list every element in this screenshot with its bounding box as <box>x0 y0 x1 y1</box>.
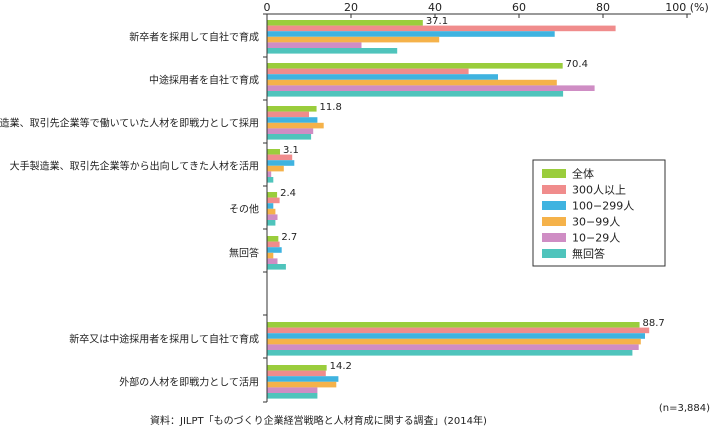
bar <box>267 264 286 270</box>
bar <box>267 327 650 334</box>
bar <box>267 160 295 166</box>
bar <box>267 381 337 388</box>
category-label: 新卒者を採用して自社で育成 <box>129 30 259 43</box>
x-tick-label: 40 <box>428 1 442 14</box>
bar <box>267 208 276 215</box>
bar <box>267 258 278 264</box>
bar <box>267 370 326 377</box>
bars-layer <box>267 20 650 399</box>
legend-swatch <box>542 249 566 258</box>
bar <box>267 241 280 248</box>
bar <box>267 134 312 140</box>
bar <box>267 106 317 112</box>
bar <box>267 48 398 54</box>
bar <box>267 74 498 80</box>
legend-swatch <box>542 217 566 226</box>
legend-label: 無回答 <box>572 247 605 261</box>
bar <box>267 42 362 48</box>
category-label: 無回答 <box>229 246 259 259</box>
legend-swatch <box>542 201 566 210</box>
bar <box>267 128 314 134</box>
bar <box>267 20 423 26</box>
bar <box>267 122 324 129</box>
bar <box>267 117 318 123</box>
x-tick-label: 100 (%) <box>665 1 709 14</box>
category-label: 外部の人材を即戦力として活用 <box>119 375 259 388</box>
bar <box>267 85 595 91</box>
category-label: その他 <box>229 202 259 215</box>
bar <box>267 192 278 198</box>
bar <box>267 387 318 393</box>
bar <box>267 154 293 161</box>
category-label: 大手製造業、取引先企業等で働いていた人材を即戦力として採用 <box>0 116 259 129</box>
bar <box>267 171 272 177</box>
legend-swatch <box>542 169 566 178</box>
axis-layer: 0 20 40 60 80 100 (%) <box>263 1 709 403</box>
data-label: 88.7 <box>643 318 665 329</box>
data-label: 2.4 <box>280 188 296 199</box>
legend-label: 全体 <box>572 167 594 181</box>
legend-label: 10−29人 <box>572 232 620 245</box>
bar <box>267 247 282 253</box>
bar <box>267 63 563 69</box>
x-tick-label: 80 <box>596 1 610 14</box>
data-label: 11.8 <box>320 102 342 113</box>
bar <box>267 252 274 259</box>
data-label: 3.1 <box>283 145 299 156</box>
category-label: 大手製造業、取引先企業等から出向してきた人材を活用 <box>10 159 259 172</box>
bar <box>267 111 309 118</box>
data-label: 14.2 <box>330 361 352 372</box>
bar <box>267 214 278 220</box>
sample-size-note: (n=3,884) <box>659 403 710 414</box>
legend-label: 300人以上 <box>572 184 626 197</box>
bar <box>267 236 279 242</box>
legend-label: 100−299人 <box>572 200 634 213</box>
labels-layer: 新卒者を採用して自社で育成 37.1 中途採用者を自社で育成 70.4 大手製造業、取引… <box>0 16 665 388</box>
legend-swatch <box>542 233 566 242</box>
bar <box>267 203 274 209</box>
bar <box>267 376 339 382</box>
bar <box>267 322 640 328</box>
bar <box>267 393 318 399</box>
data-label: 2.7 <box>281 232 297 243</box>
legend-label: 30−99人 <box>572 216 620 229</box>
category-label: 新卒又は中途採用者を採用して自社で育成 <box>69 332 259 345</box>
bar <box>267 165 284 172</box>
bar <box>267 338 641 345</box>
bar <box>267 177 274 183</box>
bar <box>267 197 280 204</box>
source-note: 資料：JILPT「ものづくり企業経営戦略と人材育成に関する調査」(2014年) <box>150 414 487 427</box>
bar <box>267 91 564 97</box>
data-label: 37.1 <box>426 16 448 27</box>
bar <box>267 344 639 350</box>
bar <box>267 25 616 32</box>
bar <box>267 333 645 339</box>
bar <box>267 68 469 75</box>
bar <box>267 365 327 371</box>
x-tick-label: 20 <box>344 1 358 14</box>
x-tick-label: 0 <box>264 1 271 14</box>
x-tick-label: 60 <box>512 1 526 14</box>
category-label: 中途採用者を自社で育成 <box>149 73 259 86</box>
bar <box>267 220 276 226</box>
bar <box>267 79 557 86</box>
bar <box>267 36 440 43</box>
bar <box>267 350 633 356</box>
data-label: 70.4 <box>566 59 588 70</box>
legend-swatch <box>542 185 566 194</box>
bar <box>267 31 555 37</box>
bar <box>267 149 281 155</box>
